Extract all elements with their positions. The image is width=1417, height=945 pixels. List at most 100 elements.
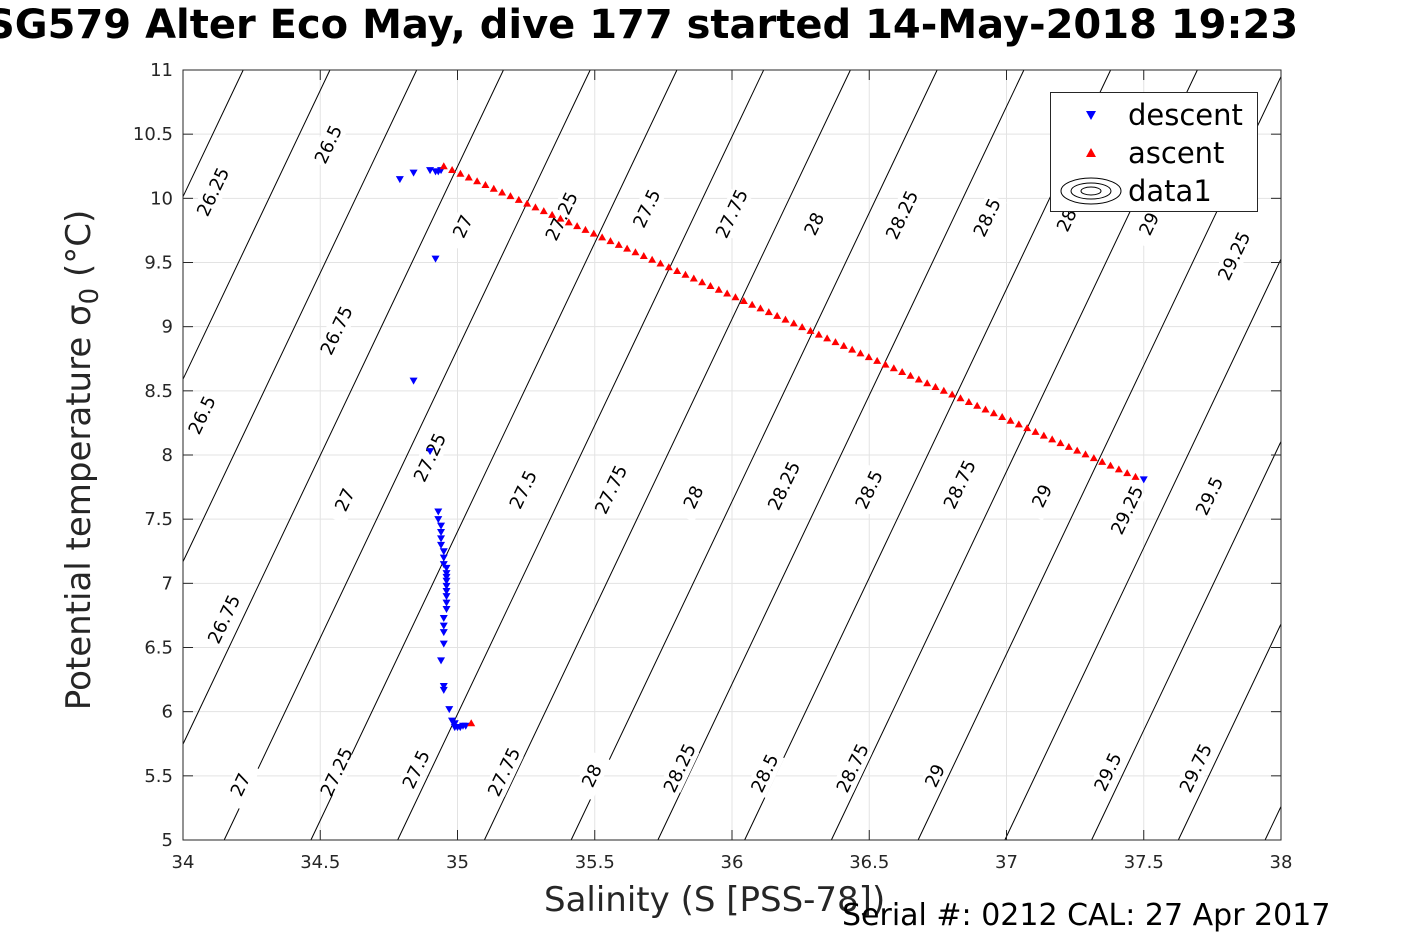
x-tick-label: 36.5 — [849, 852, 889, 873]
isopycnal-label-bg — [542, 191, 582, 241]
legend: descent ascent data1 — [1050, 92, 1258, 212]
ascent-marker — [681, 270, 690, 278]
ascent-marker — [889, 364, 898, 372]
descent-marker — [439, 554, 448, 562]
ascent-marker — [848, 345, 857, 353]
isopycnal-line — [483, 69, 851, 841]
ascent-marker — [581, 225, 590, 233]
ascent-marker — [881, 360, 890, 368]
ascent-marker — [573, 222, 582, 230]
ascent-marker — [1023, 424, 1032, 432]
descent-marker — [439, 622, 448, 630]
isopycnal-label-bg — [745, 748, 785, 798]
isopycnal-label-bg — [325, 475, 365, 525]
ascent-marker — [673, 267, 682, 275]
isopycnal-label-bg — [1190, 471, 1230, 521]
isopycnal-label-bg — [1107, 485, 1147, 535]
descent-marker — [439, 683, 448, 690]
y-tick-label: 11 — [150, 60, 173, 81]
x-tick-label: 34.5 — [300, 852, 340, 873]
ascent-marker — [1056, 439, 1065, 447]
isopycnal-label-bg — [764, 461, 804, 511]
ascent-marker — [873, 356, 882, 364]
serial-footer: Serial #: 0212 CAL: 27 Apr 2017 — [842, 898, 1331, 933]
y-tick-label: 10.5 — [133, 124, 173, 145]
isopycnal-label-bg — [849, 465, 889, 515]
isopycnal-label-bg — [396, 744, 436, 795]
descent-marker — [439, 561, 448, 569]
x-tick-label: 38 — [1270, 852, 1293, 873]
ascent-marker — [439, 162, 448, 170]
isopycnal-label-bg — [1088, 747, 1128, 797]
ascent-marker — [723, 289, 732, 297]
isopycnal-label-bg — [591, 465, 631, 515]
isopycnal-label-bg — [193, 167, 233, 217]
ascent-marker — [1031, 427, 1040, 435]
ascent-marker — [939, 386, 948, 394]
isopycnal-label-bg — [204, 594, 244, 644]
ascent-marker — [514, 195, 523, 203]
isopycnal-label-bg — [1176, 743, 1216, 793]
descent-marker — [442, 573, 451, 581]
descent-marker — [1139, 476, 1148, 484]
ascent-marker — [706, 281, 715, 289]
ascent-marker — [464, 173, 473, 181]
y-axis-label-sub: 0 — [74, 287, 105, 305]
descent-marker — [442, 593, 451, 601]
isopycnal-label-bg — [833, 743, 873, 793]
isopycnal-label-bg — [221, 760, 261, 810]
isopycnal-label-bg — [660, 743, 700, 793]
descent-marker — [437, 535, 446, 543]
ascent-marker — [956, 394, 965, 402]
y-tick-label: 7.5 — [144, 509, 173, 530]
isopycnal-label-bg — [317, 747, 357, 797]
descent-marker — [442, 570, 451, 578]
isopycnal-label-bg — [967, 192, 1007, 243]
ascent-marker — [1131, 472, 1140, 480]
ascent-marker — [689, 274, 698, 282]
ascent-marker — [1048, 435, 1057, 443]
ascent-marker — [481, 180, 490, 188]
isopycnal-label-bg — [484, 747, 524, 797]
ascent-marker — [764, 308, 773, 316]
ascent-marker — [789, 319, 798, 327]
isopycnal-line — [1091, 441, 1282, 841]
descent-marker — [409, 169, 418, 177]
ascent-marker — [839, 341, 848, 349]
ascent-marker — [781, 315, 790, 323]
descent-marker — [442, 606, 451, 613]
ascent-marker — [631, 248, 640, 256]
isopycnal-line — [744, 69, 1112, 841]
isopycnal-label-bg — [504, 465, 543, 515]
y-tick-label: 10 — [150, 188, 173, 209]
isopycnal-line — [657, 69, 1025, 841]
ascent-marker — [1014, 420, 1023, 428]
ascent-marker — [1081, 450, 1090, 458]
descent-marker — [439, 548, 448, 556]
ascent-marker — [831, 338, 840, 346]
x-tick-label: 37 — [995, 852, 1018, 873]
ascent-marker — [623, 244, 632, 252]
ascent-marker — [923, 379, 932, 387]
ascent-marker — [806, 326, 815, 334]
x-tick-label: 35 — [446, 852, 469, 873]
ascent-marker — [589, 229, 598, 237]
ascent-marker — [964, 397, 973, 405]
x-tick-label: 35.5 — [575, 852, 615, 873]
isopycnal-label-bg — [309, 119, 348, 170]
x-axis-label: Salinity (S [PSS-78]) — [544, 880, 886, 920]
ascent-marker — [1106, 461, 1115, 469]
ascent-marker — [489, 184, 498, 192]
ascent-marker — [539, 207, 548, 215]
ascent-marker — [714, 285, 723, 293]
chart-title: SG579 Alter Eco May, dive 177 started 14… — [0, 2, 1417, 58]
ascent-marker — [1098, 457, 1107, 465]
y-tick-label: 5 — [162, 830, 173, 851]
ascent-marker — [906, 371, 915, 379]
legend-entry-data1: data1 — [1051, 172, 1257, 210]
ascent-marker — [467, 719, 476, 727]
ascent-marker — [448, 165, 457, 173]
chart-title-text: SG579 Alter Eco May, dive 177 started 14… — [0, 2, 1299, 48]
ascent-marker — [648, 255, 657, 263]
ascent-marker — [656, 259, 665, 267]
